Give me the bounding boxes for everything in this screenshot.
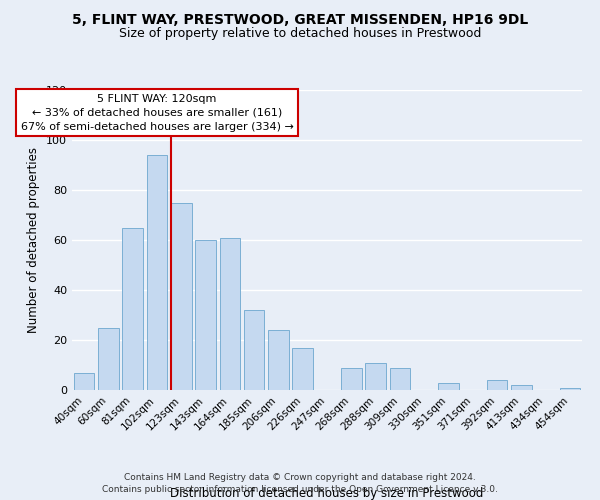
- Bar: [560, 388, 580, 390]
- Bar: [74, 372, 94, 390]
- Bar: [220, 238, 240, 390]
- Bar: [171, 202, 191, 390]
- Text: Size of property relative to detached houses in Prestwood: Size of property relative to detached ho…: [119, 28, 481, 40]
- Bar: [487, 380, 508, 390]
- Bar: [389, 368, 410, 390]
- Bar: [341, 368, 362, 390]
- Bar: [365, 362, 386, 390]
- Y-axis label: Number of detached properties: Number of detached properties: [28, 147, 40, 333]
- Text: Contains public sector information licensed under the Open Government Licence v.: Contains public sector information licen…: [102, 486, 498, 494]
- Bar: [195, 240, 216, 390]
- Bar: [98, 328, 119, 390]
- X-axis label: Distribution of detached houses by size in Prestwood: Distribution of detached houses by size …: [170, 488, 484, 500]
- Bar: [122, 228, 143, 390]
- Bar: [438, 382, 459, 390]
- Bar: [146, 155, 167, 390]
- Text: 5 FLINT WAY: 120sqm
← 33% of detached houses are smaller (161)
67% of semi-detac: 5 FLINT WAY: 120sqm ← 33% of detached ho…: [20, 94, 293, 132]
- Bar: [292, 348, 313, 390]
- Text: 5, FLINT WAY, PRESTWOOD, GREAT MISSENDEN, HP16 9DL: 5, FLINT WAY, PRESTWOOD, GREAT MISSENDEN…: [72, 12, 528, 26]
- Bar: [268, 330, 289, 390]
- Bar: [244, 310, 265, 390]
- Bar: [511, 385, 532, 390]
- Text: Contains HM Land Registry data © Crown copyright and database right 2024.: Contains HM Land Registry data © Crown c…: [124, 473, 476, 482]
